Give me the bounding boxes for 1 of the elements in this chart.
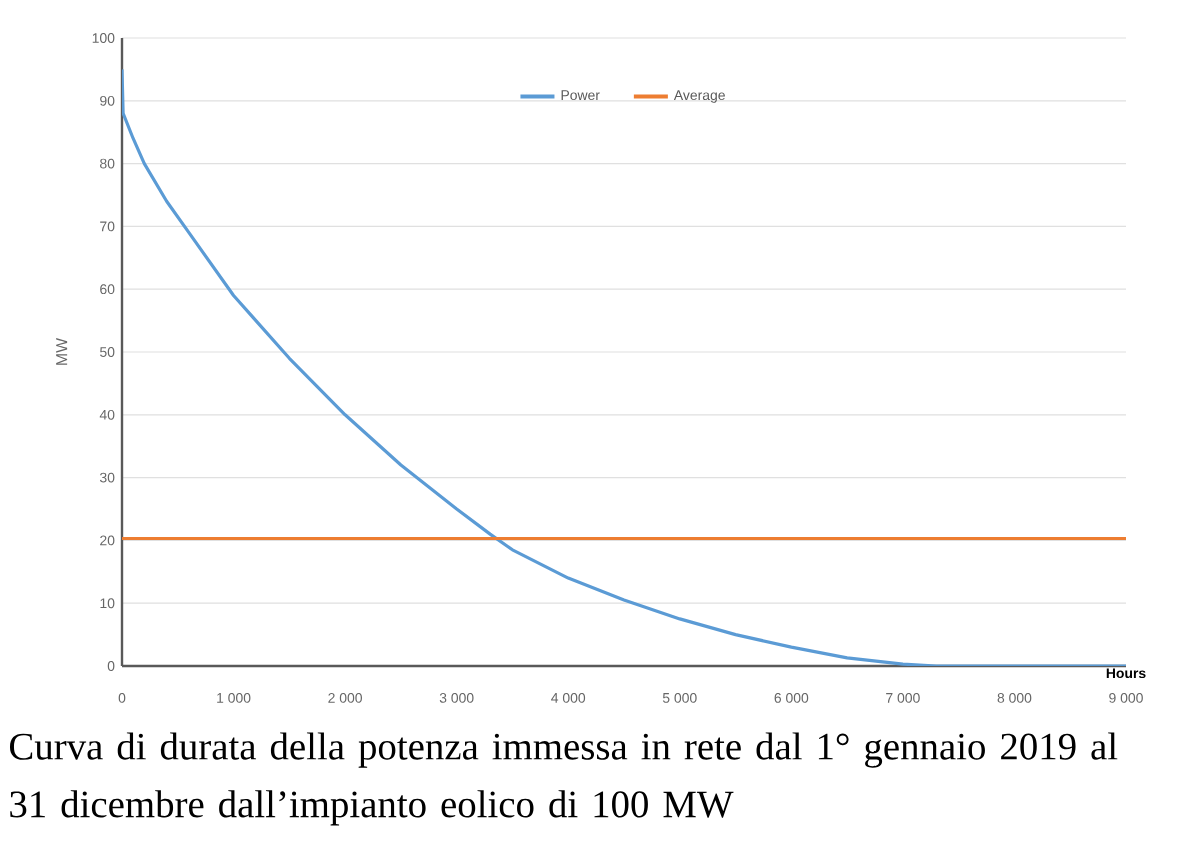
text: Curva di durata della potenza immessa in rete dal 1° gennaio 2019 al 31 dicembre dall’impianto eolico di 100 MW [9, 732, 1118, 826]
